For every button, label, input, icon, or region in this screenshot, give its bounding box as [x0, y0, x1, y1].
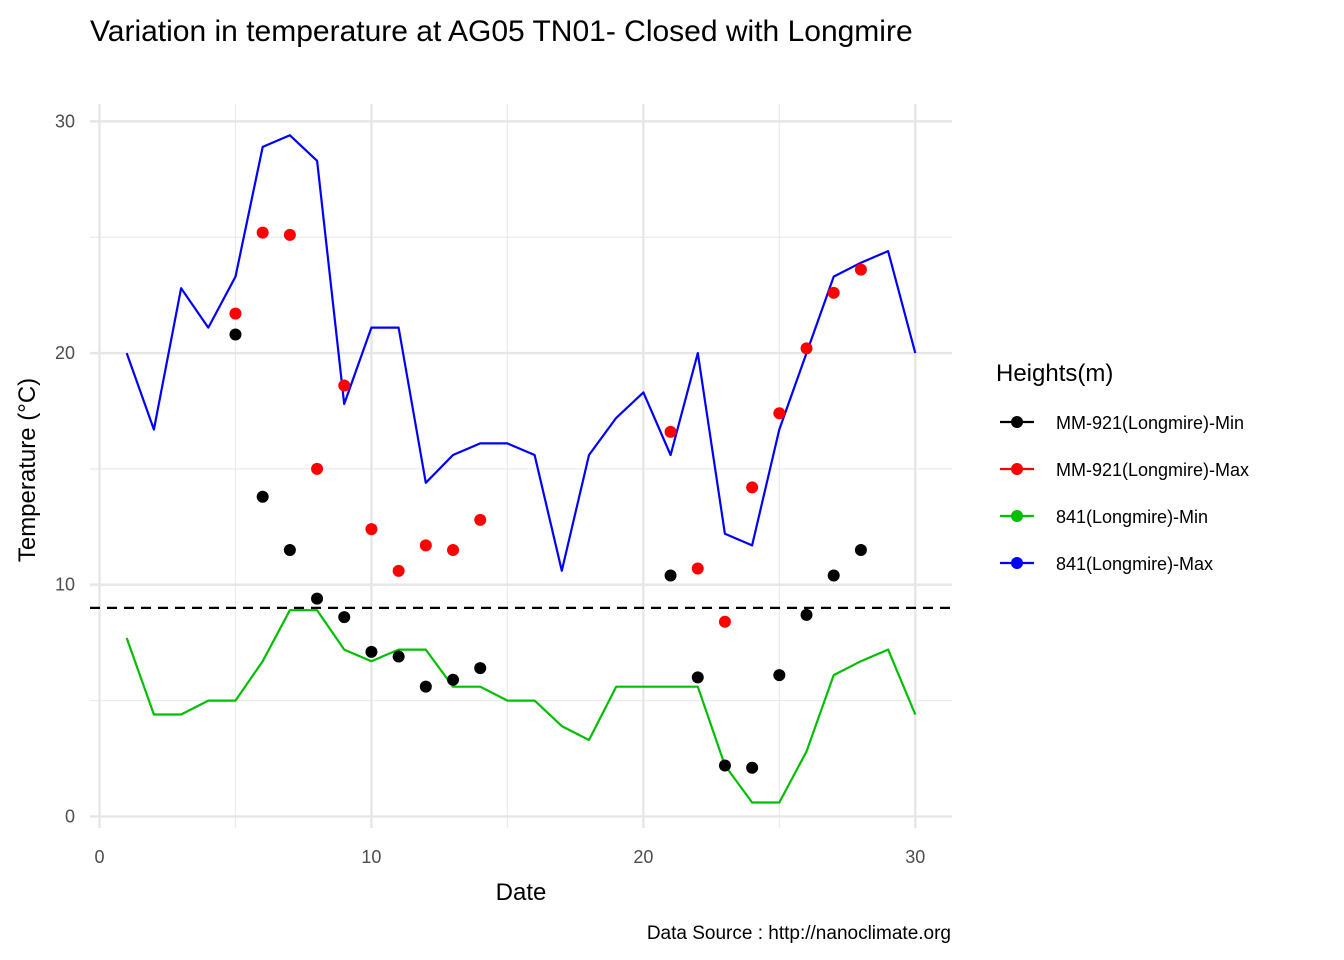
point-mm-921-longmire-min: [800, 608, 813, 621]
point-mm-921-longmire-min: [691, 671, 704, 684]
y-axis-title: Temperature (°C): [14, 378, 41, 562]
y-tick-labels: 0 10 20 30: [55, 111, 75, 826]
point-mm-921-longmire-min: [283, 543, 296, 556]
point-mm-921-longmire-max: [338, 379, 351, 392]
point-mm-921-longmire-min: [338, 611, 351, 624]
point-mm-921-longmire-max: [392, 564, 405, 577]
legend-key-point: [1011, 463, 1023, 475]
point-mm-921-longmire-max: [773, 407, 786, 420]
y-tick-label: 10: [55, 575, 75, 595]
point-mm-921-longmire-min: [746, 761, 759, 774]
point-mm-921-longmire-min: [447, 673, 460, 686]
point-mm-921-longmire-max: [256, 226, 269, 239]
point-mm-921-longmire-max: [691, 562, 704, 575]
point-mm-921-longmire-min: [854, 543, 867, 556]
point-mm-921-longmire-max: [229, 307, 242, 320]
point-mm-921-longmire-min: [664, 569, 677, 582]
point-mm-921-longmire-min: [311, 592, 324, 605]
legend-key-point: [1011, 557, 1023, 569]
x-tick-label: 0: [95, 847, 105, 867]
point-mm-921-longmire-min: [474, 662, 487, 675]
legend-label: 841(Longmire)-Max: [1056, 554, 1213, 574]
point-mm-921-longmire-max: [664, 425, 677, 438]
point-mm-921-longmire-max: [283, 228, 296, 241]
legend-item-841-longmire-min: 841(Longmire)-Min: [1000, 507, 1208, 527]
point-mm-921-longmire-max: [419, 539, 432, 552]
legend-label: MM-921(Longmire)-Min: [1056, 413, 1244, 433]
y-tick-label: 0: [65, 806, 75, 826]
legend: MM-921(Longmire)-Min MM-921(Longmire)-Max…: [1000, 413, 1249, 574]
point-mm-921-longmire-min: [392, 650, 405, 663]
x-axis-title: Date: [496, 879, 547, 906]
legend-item-841-longmire-max: 841(Longmire)-Max: [1000, 554, 1213, 574]
chart-title: Variation in temperature at AG05 TN01- C…: [90, 15, 913, 48]
series-line-841-longmire-min: [125, 609, 917, 804]
legend-label: MM-921(Longmire)-Max: [1056, 460, 1249, 480]
point-mm-921-longmire-max: [854, 263, 867, 276]
point-mm-921-longmire-min: [827, 569, 840, 582]
legend-key-point: [1011, 416, 1023, 428]
point-mm-921-longmire-min: [419, 680, 432, 693]
point-mm-921-longmire-max: [311, 462, 324, 475]
point-mm-921-longmire-min: [718, 759, 731, 772]
y-tick-label: 20: [55, 343, 75, 363]
point-mm-921-longmire-max: [800, 342, 813, 355]
x-tick-label: 10: [361, 847, 381, 867]
y-tick-label: 30: [55, 111, 75, 131]
x-tick-label: 30: [905, 847, 925, 867]
point-mm-921-longmire-max: [365, 523, 378, 536]
point-mm-921-longmire-max: [746, 481, 759, 494]
point-mm-921-longmire-max: [474, 513, 487, 526]
point-mm-921-longmire-max: [827, 286, 840, 299]
point-mm-921-longmire-max: [447, 543, 460, 556]
x-tick-labels: 0 10 20 30: [95, 847, 926, 867]
point-mm-921-longmire-min: [365, 645, 378, 658]
grid-minor: [90, 104, 952, 828]
point-mm-921-longmire-min: [773, 669, 786, 682]
legend-title: Heights(m): [996, 360, 1113, 387]
point-mm-921-longmire-min: [229, 328, 242, 341]
legend-item-mm-921-longmire-max: MM-921(Longmire)-Max: [1000, 460, 1249, 480]
legend-key-point: [1011, 510, 1023, 522]
point-mm-921-longmire-min: [256, 490, 269, 503]
point-mm-921-longmire-max: [718, 615, 731, 628]
legend-label: 841(Longmire)-Min: [1056, 507, 1208, 527]
series-points: [229, 226, 867, 774]
caption: Data Source : http://nanoclimate.org: [647, 923, 951, 944]
grid-major: [90, 104, 952, 828]
x-tick-label: 20: [633, 847, 653, 867]
legend-item-mm-921-longmire-min: MM-921(Longmire)-Min: [1000, 413, 1244, 433]
